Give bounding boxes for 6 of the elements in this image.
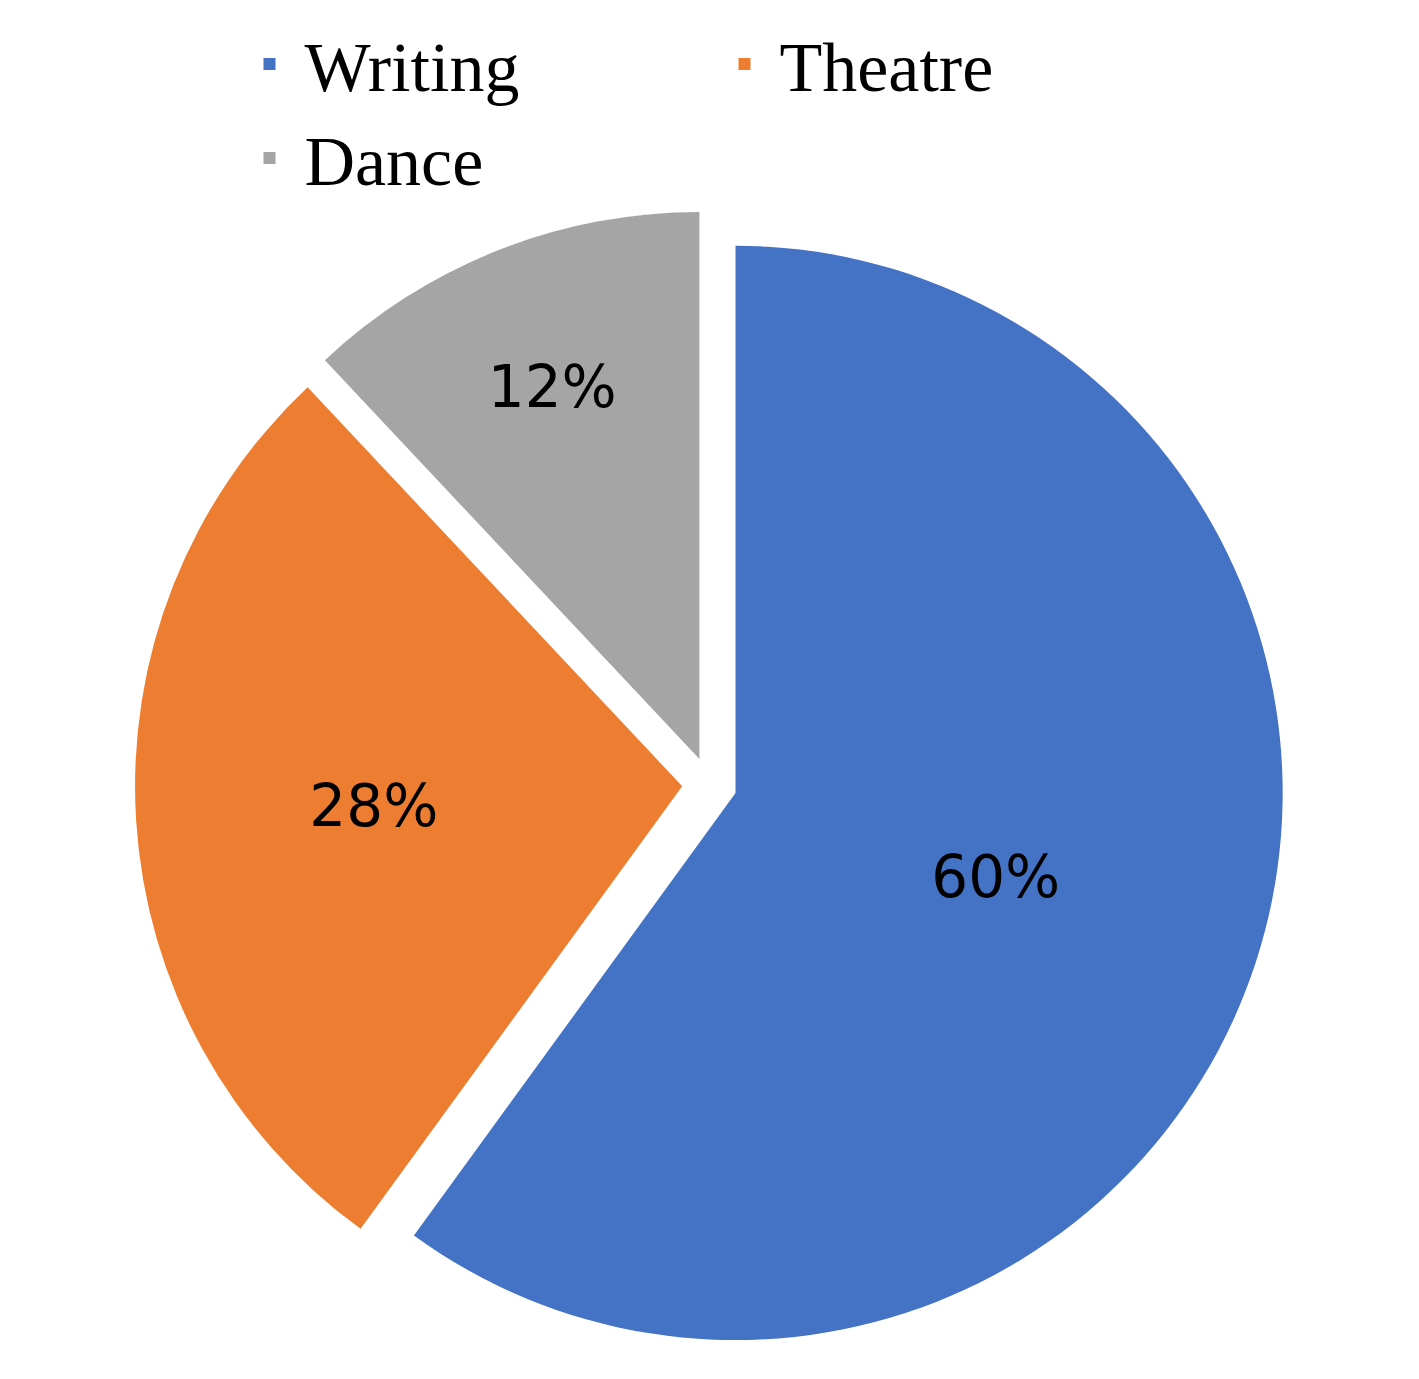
data-label: 60%	[931, 843, 1061, 912]
data-label: 28%	[309, 771, 439, 840]
legend-label: Theatre	[779, 29, 994, 107]
legend-label: Writing	[304, 29, 520, 107]
legend-label: Dance	[304, 123, 484, 201]
data-label: 12%	[487, 353, 617, 422]
